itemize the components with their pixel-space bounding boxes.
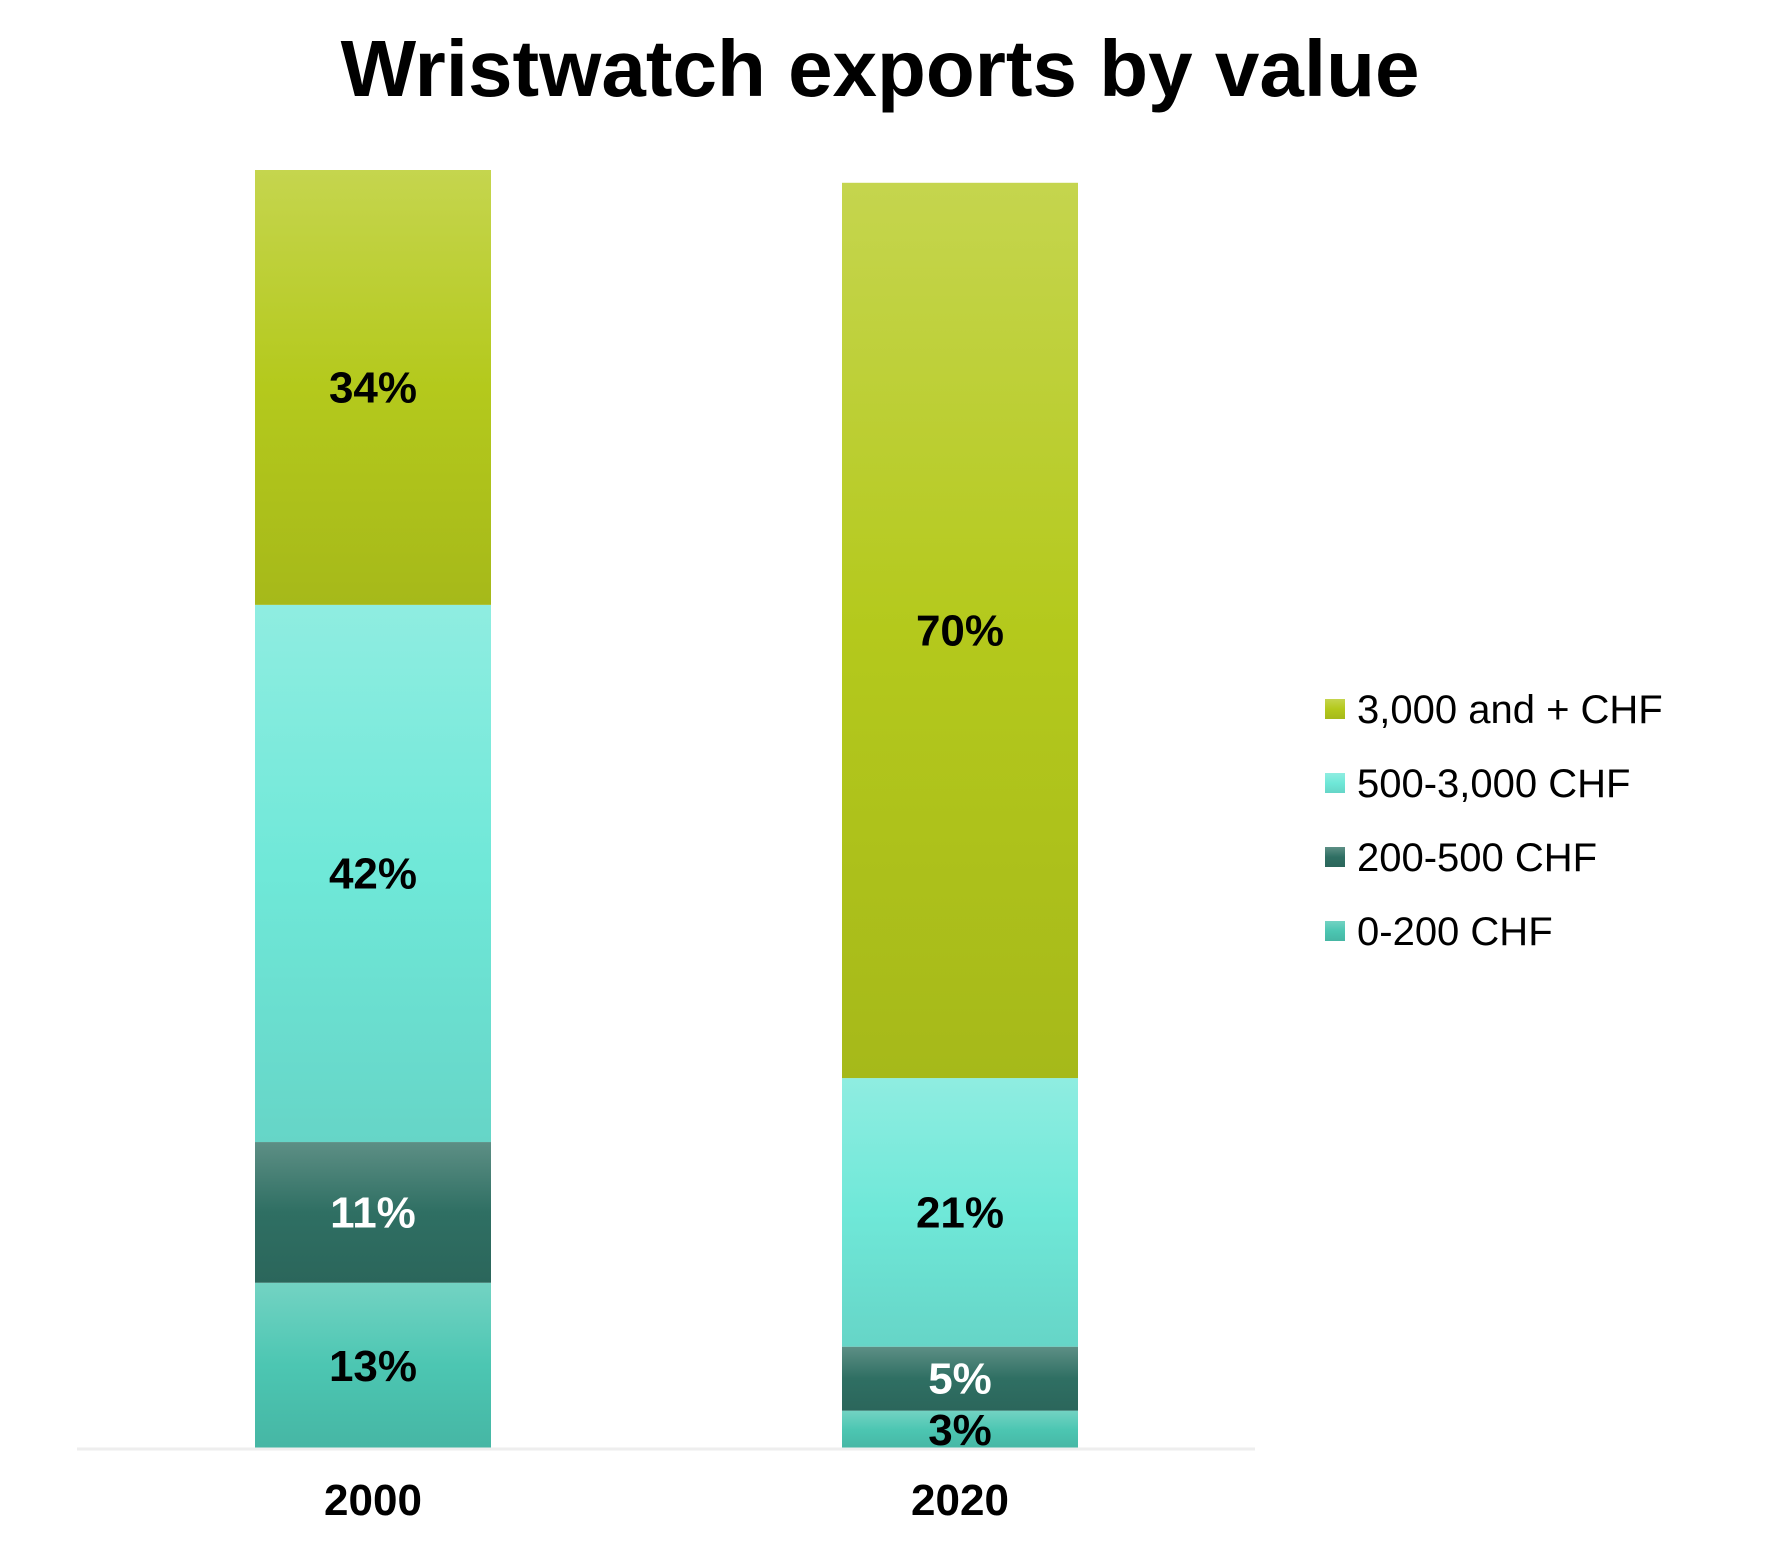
data-label-2000-0-200-chf: 13% (329, 1342, 417, 1391)
x-tick-label-2020: 2020 (911, 1476, 1009, 1525)
data-label-2000-200-500-chf: 11% (330, 1188, 416, 1237)
x-tick-label-2000: 2000 (324, 1476, 422, 1525)
legend-swatch-200-500-chf (1325, 847, 1345, 867)
data-label-2000-3-000-and-chf: 34% (329, 363, 417, 412)
legend-swatch-500-3-000-chf (1325, 773, 1345, 793)
legend-label-0-200-chf: 0-200 CHF (1357, 910, 1553, 954)
legend-label-500-3-000-chf: 500-3,000 CHF (1357, 762, 1630, 806)
data-label-2020-500-3-000-chf: 21% (916, 1188, 1004, 1237)
data-label-2000-500-3-000-chf: 42% (329, 849, 417, 898)
chart-title: Wristwatch exports by value (341, 24, 1420, 113)
data-label-2020-3-000-and-chf: 70% (916, 606, 1004, 655)
bar-segment-2000-200-500-chf (255, 1142, 491, 1283)
bars-layer: 13% 11% 42% 34% 3%5% 21% 70% (255, 170, 1078, 1455)
legend-swatch-3-000-and-chf (1325, 699, 1345, 719)
bar-segment-2000-3-000-and-chf (255, 170, 491, 605)
category-labels: 2000 2020 (324, 1476, 1009, 1525)
data-label-2020-0-200-chf: 3% (928, 1406, 992, 1455)
bar-segment-2000-0-200-chf (255, 1282, 491, 1449)
bar-segment-2020-3-000-and-chf (842, 182, 1078, 1079)
legend-swatch-0-200-chf (1325, 921, 1345, 941)
bar-segment-2020-200-500-chf (842, 1346, 1078, 1411)
data-label-2020-200-500-chf: 5% (928, 1355, 992, 1404)
bar-segment-2020-500-3-000-chf (842, 1078, 1078, 1347)
bar-segment-2000-500-3-000-chf (255, 604, 491, 1143)
legend: 3,000 and + CHF 500-3,000 CHF 200-500 CHF 0… (1325, 688, 1663, 954)
legend-label-200-500-chf: 200-500 CHF (1357, 836, 1597, 880)
bar-segment-2020-0-200-chf (842, 1410, 1078, 1449)
legend-label-3-000-and-chf: 3,000 and + CHF (1357, 688, 1663, 732)
